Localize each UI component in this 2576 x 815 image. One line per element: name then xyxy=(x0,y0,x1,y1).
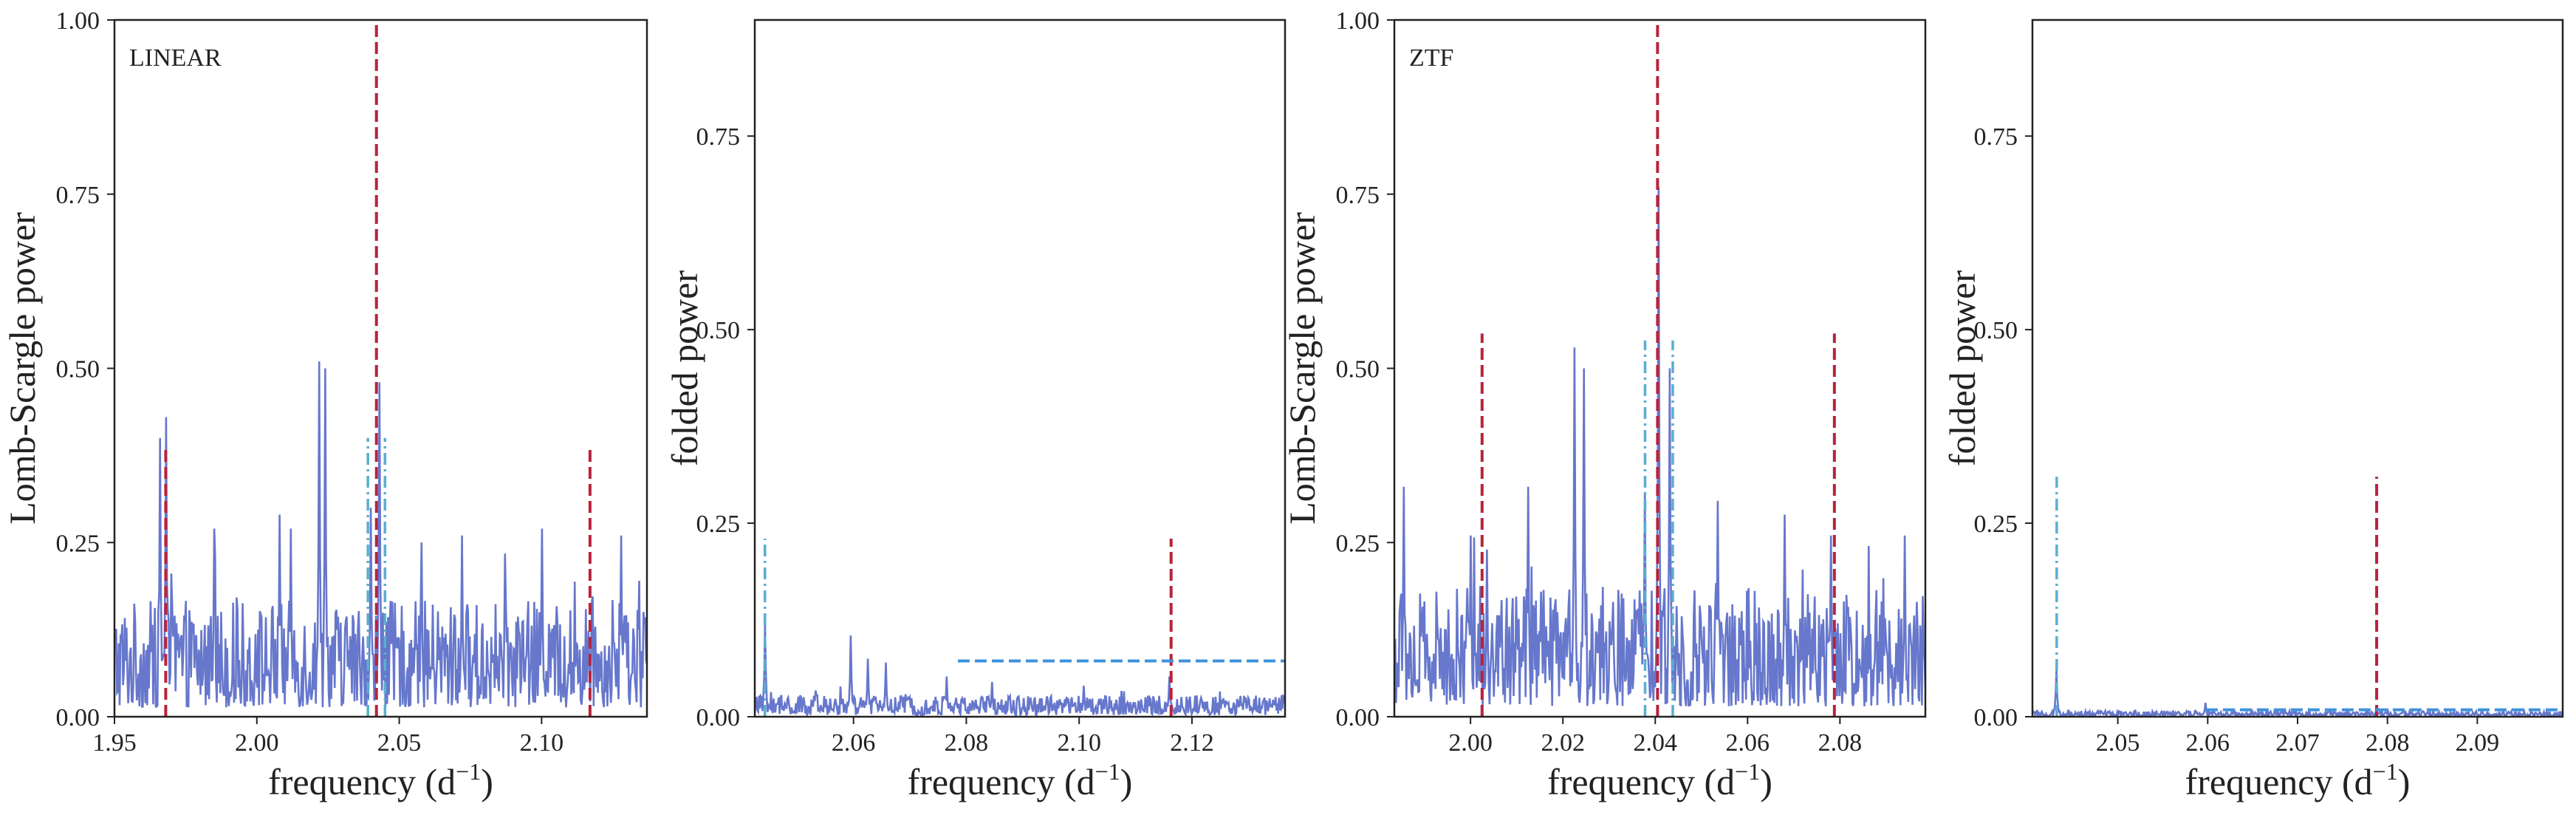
y-tick-label: 0.75 xyxy=(1336,182,1380,209)
x-axis-label-tail: ) xyxy=(1760,761,1772,802)
power-trace xyxy=(1394,187,1925,707)
x-tick-label: 2.10 xyxy=(520,729,564,757)
y-tick-label: 0.50 xyxy=(56,356,100,383)
x-axis-label-exponent: −1 xyxy=(456,758,481,785)
y-tick-label: 0.50 xyxy=(1336,356,1380,383)
x-axis-label-exponent: −1 xyxy=(2373,758,2398,785)
x-axis-label: frequency (d−1) xyxy=(908,758,1133,802)
x-tick-label: 2.12 xyxy=(1170,729,1214,757)
y-axis-label: Lomb-Scargle power xyxy=(1,212,43,525)
x-axis-label-text: frequency (d xyxy=(908,761,1095,802)
y-axis-label: folded power xyxy=(1942,270,1983,467)
y-tick-label: 0.50 xyxy=(696,317,741,344)
y-tick-label: 0.75 xyxy=(696,123,741,151)
panel-label: ZTF xyxy=(1409,44,1453,72)
x-tick-label: 2.06 xyxy=(2186,729,2230,757)
panel-2: 2.06 2.08 2.10 2.12 0.00 0.25 0.50 0.75 frequenc… xyxy=(664,18,1287,802)
y-tick-label: 0.25 xyxy=(696,511,741,538)
x-tick-label: 2.06 xyxy=(1726,729,1770,757)
x-axis-label-text: frequency (d xyxy=(2185,761,2373,802)
x-axis-label-text: frequency (d xyxy=(268,761,456,802)
x-tick-label: 2.05 xyxy=(377,729,422,757)
x-tick-label: 2.00 xyxy=(1448,729,1493,757)
y-tick-label: 0.00 xyxy=(1336,704,1380,732)
y-axis-label: folded power xyxy=(664,270,705,467)
y-tick-label: 0.25 xyxy=(1974,511,2018,538)
y-tick-label: 0.25 xyxy=(1336,530,1380,557)
y-axis-label: Lomb-Scargle power xyxy=(1281,212,1323,525)
panel-1: 1.95 2.00 2.05 2.10 0.00 0.25 0.50 0.75 1.00 freq… xyxy=(1,7,648,802)
panel-3: 2.00 2.02 2.04 2.06 2.08 0.00 0.25 0.50 0.75 1.00… xyxy=(1281,7,1927,802)
x-axis-label: frequency (d−1) xyxy=(268,758,493,802)
x-tick-label: 2.10 xyxy=(1057,729,1101,757)
y-tick-label: 1.00 xyxy=(1336,7,1380,35)
power-trace xyxy=(755,624,1285,717)
y-tick-label: 0.75 xyxy=(1974,123,2018,151)
y-tick-label: 0.00 xyxy=(56,704,100,732)
x-axis-label: frequency (d−1) xyxy=(2185,758,2411,802)
x-tick-label: 2.04 xyxy=(1633,729,1677,757)
axes-frame xyxy=(2031,18,2564,718)
panel-4: 2.05 2.06 2.07 2.08 2.09 0.00 0.25 0.50 0.75 freq… xyxy=(1942,18,2564,802)
x-tick-label: 2.02 xyxy=(1541,729,1585,757)
x-tick-label: 2.08 xyxy=(2366,729,2410,757)
x-axis-label-exponent: −1 xyxy=(1735,758,1760,785)
x-tick-label: 2.08 xyxy=(945,729,989,757)
x-tick-label: 1.95 xyxy=(92,729,137,757)
x-tick-label: 2.07 xyxy=(2275,729,2320,757)
y-tick-label: 0.00 xyxy=(1974,704,2018,732)
power-trace xyxy=(2032,670,2563,717)
x-tick-label: 2.00 xyxy=(235,729,279,757)
x-axis-label-exponent: −1 xyxy=(1095,758,1120,785)
x-tick-label: 2.08 xyxy=(1818,729,1863,757)
power-trace xyxy=(114,361,647,708)
x-axis-label-tail: ) xyxy=(2398,761,2411,802)
axes-frame xyxy=(753,18,1287,718)
panel-label: LINEAR xyxy=(129,44,222,72)
y-tick-label: 0.75 xyxy=(56,182,100,209)
x-tick-label: 2.06 xyxy=(832,729,876,757)
x-tick-label: 2.09 xyxy=(2456,729,2500,757)
x-axis-label-text: frequency (d xyxy=(1547,761,1735,802)
x-tick-label: 2.05 xyxy=(2096,729,2140,757)
x-axis-label-tail: ) xyxy=(1120,761,1133,802)
x-axis-label: frequency (d−1) xyxy=(1547,758,1772,802)
x-axis-label-tail: ) xyxy=(481,761,493,802)
y-tick-label: 0.00 xyxy=(696,704,741,732)
y-tick-label: 0.25 xyxy=(56,530,100,557)
y-tick-label: 1.00 xyxy=(56,7,100,35)
y-tick-label: 0.50 xyxy=(1974,317,2018,344)
